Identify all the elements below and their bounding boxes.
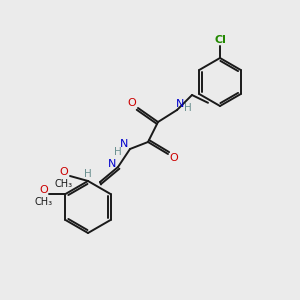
Text: O: O (169, 153, 178, 163)
Text: H: H (114, 147, 122, 157)
Text: H: H (84, 169, 92, 179)
Text: CH₃: CH₃ (34, 197, 52, 207)
Text: O: O (128, 98, 136, 108)
Text: N: N (176, 99, 184, 109)
Text: O: O (39, 185, 48, 195)
Text: H: H (184, 103, 192, 113)
Text: Cl: Cl (214, 35, 226, 45)
Text: N: N (108, 159, 116, 169)
Text: N: N (120, 139, 128, 149)
Text: CH₃: CH₃ (55, 179, 73, 189)
Text: O: O (60, 167, 68, 177)
